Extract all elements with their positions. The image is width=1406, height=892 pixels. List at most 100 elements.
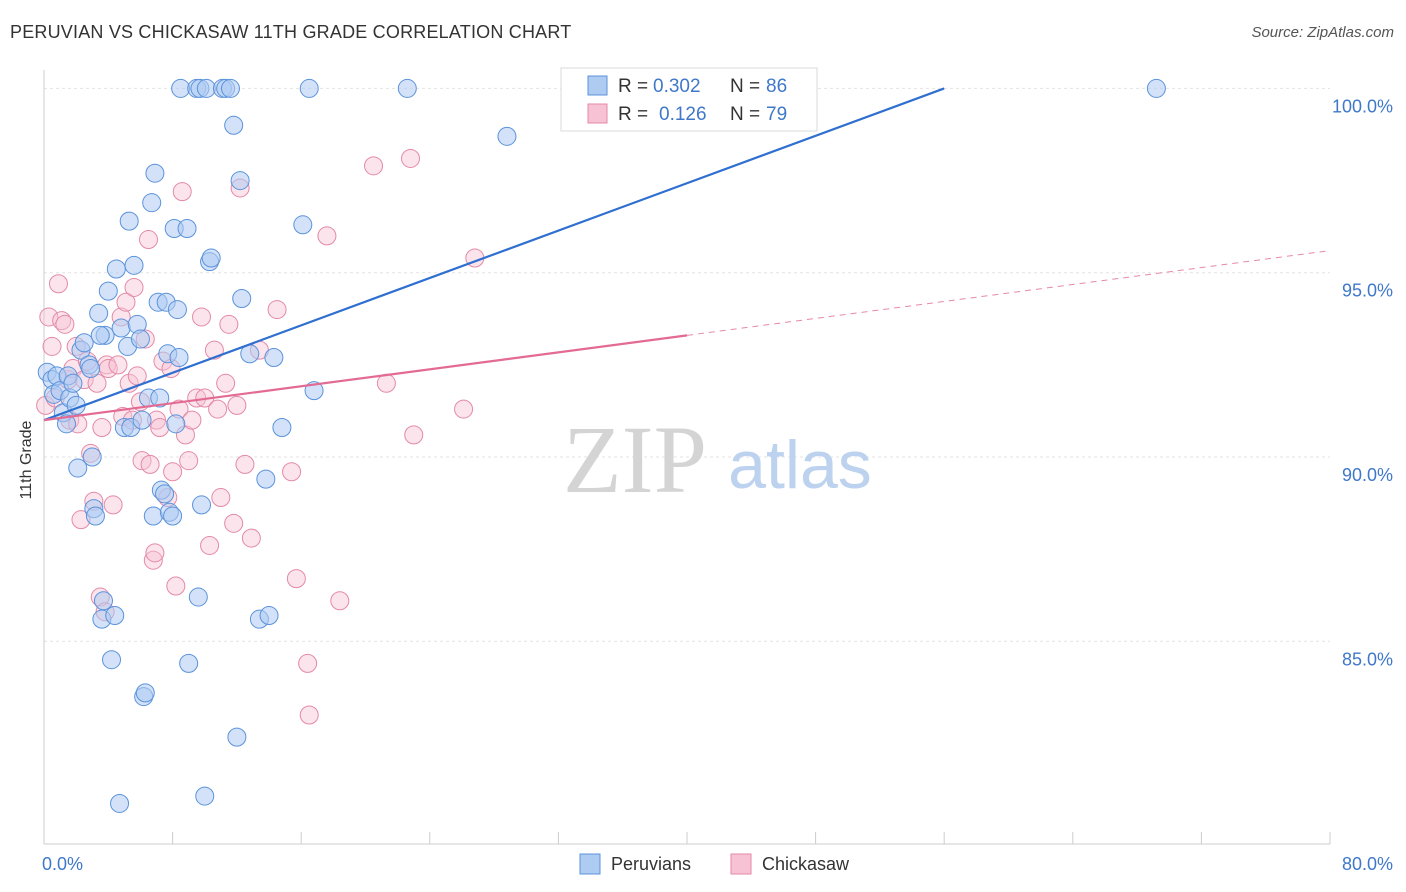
peruvian-point (81, 359, 101, 379)
chart-title: PERUVIAN VS CHICKASAW 11TH GRADE CORRELA… (10, 22, 572, 42)
legend-n-label-1: N = (730, 76, 760, 97)
peruvian-point (299, 78, 319, 98)
peruvian-point (264, 347, 284, 367)
chickasaw-point (143, 550, 163, 570)
peruvian-point (397, 78, 417, 98)
peruvian-point (1146, 78, 1166, 98)
chickasaw-point (172, 182, 192, 202)
series-legend: Peruvians Chickasaw (579, 853, 850, 875)
peruvian-point (102, 650, 122, 670)
peruvian-point (119, 211, 139, 231)
bottom-legend-label-peruvians: Peruvians (611, 854, 691, 874)
chickasaw-point (286, 569, 306, 589)
legend-n-value-1: 86 (766, 76, 787, 97)
chickasaw-point (138, 230, 158, 250)
peruvian-point (230, 171, 250, 191)
legend-r-value-2: 0.126 (659, 104, 707, 125)
chickasaw-point (55, 314, 75, 334)
y-tick-label: 100.0% (1332, 96, 1393, 116)
peruvian-point (232, 289, 252, 309)
peruvian-point (224, 115, 244, 135)
chickasaw-point (92, 418, 112, 438)
peruvian-point (188, 587, 208, 607)
peruvian-point (142, 193, 162, 213)
chickasaw-point (42, 336, 62, 356)
peruvian-point (177, 218, 197, 238)
peruvian-point (272, 418, 292, 438)
peruvian-point (110, 793, 130, 813)
chickasaw-point (182, 410, 202, 430)
peruvian-point (196, 78, 216, 98)
chickasaw-point (317, 226, 337, 246)
chickasaw-point (235, 454, 255, 474)
stats-legend: R = 0.302 N = 86 R = 0.126 N = 79 (560, 67, 818, 132)
peruvian-point (167, 300, 187, 320)
peruvian-point (82, 447, 102, 467)
chickasaw-point (330, 591, 350, 611)
peruvian-point (155, 484, 175, 504)
chickasaw-point (145, 543, 165, 563)
chickasaw-point (224, 513, 244, 533)
peruvian-point (169, 347, 189, 367)
chickasaw-point (299, 705, 319, 725)
chickasaw-point (192, 307, 212, 327)
peruvian-point (135, 683, 155, 703)
y-tick-label: 85.0% (1342, 649, 1393, 669)
peruvian-point (171, 78, 191, 98)
peruvian-point (89, 303, 109, 323)
y-axis-title: 11th Grade (18, 420, 35, 499)
chickasaw-point (376, 373, 396, 393)
peruvian-point (192, 495, 212, 515)
peruvian-point (98, 281, 118, 301)
peruvian-point (179, 653, 199, 673)
peruvian-point (166, 414, 186, 434)
peruvian-point (163, 506, 183, 526)
legend-n-label-2: N = (730, 104, 760, 125)
legend-r-value-1: 0.302 (653, 76, 701, 97)
chickasaw-point (103, 495, 123, 515)
chickasaw-point (39, 307, 59, 327)
bottom-legend-label-chickasaw: Chickasaw (762, 854, 850, 874)
bottom-legend-swatch-peruvians (579, 853, 601, 875)
peruvian-point (85, 506, 105, 526)
x-tick-label: 0.0% (42, 854, 83, 874)
peruvian-point (497, 126, 517, 146)
chickasaw-point (127, 366, 147, 386)
grid-layer (44, 87, 1330, 642)
peruvian-points (37, 78, 1166, 813)
chickasaw-point (211, 488, 231, 508)
peruvian-point (106, 259, 126, 279)
peruvian-point (150, 388, 170, 408)
chickasaw-point (124, 277, 144, 297)
peruvian-point (145, 163, 165, 183)
chickasaw-trend-extension (686, 250, 1331, 336)
trend-lines (43, 87, 1331, 422)
chickasaw-point (108, 355, 128, 375)
chickasaw-point (267, 300, 287, 320)
bottom-legend-swatch-chickasaw (730, 853, 752, 875)
chickasaw-point (179, 451, 199, 471)
chickasaw-point (298, 653, 318, 673)
peruvian-point (105, 605, 125, 625)
peruvian-point (195, 786, 215, 806)
chickasaw-point (219, 314, 239, 334)
legend-swatch-peruvians (587, 75, 608, 96)
peruvian-point (93, 591, 113, 611)
chickasaw-point (364, 156, 384, 176)
peruvian-point (90, 325, 110, 345)
legend-r-label-1: R = (618, 76, 648, 97)
legend-n-value-2: 79 (766, 104, 787, 125)
chickasaw-point (227, 395, 247, 415)
chickasaw-point (241, 528, 261, 548)
chickasaw-point (163, 462, 183, 482)
peruvian-point (124, 255, 144, 275)
chickasaw-point (200, 535, 220, 555)
axes-layer: 100.0% 95.0% 90.0% 85.0% 0.0% 80.0% (42, 70, 1393, 874)
peruvian-point (63, 373, 83, 393)
chickasaw-point (282, 462, 302, 482)
y-tick-label: 95.0% (1342, 281, 1393, 301)
chickasaw-point (401, 148, 421, 168)
chickasaw-point (116, 292, 136, 312)
chickasaw-point (208, 399, 228, 419)
